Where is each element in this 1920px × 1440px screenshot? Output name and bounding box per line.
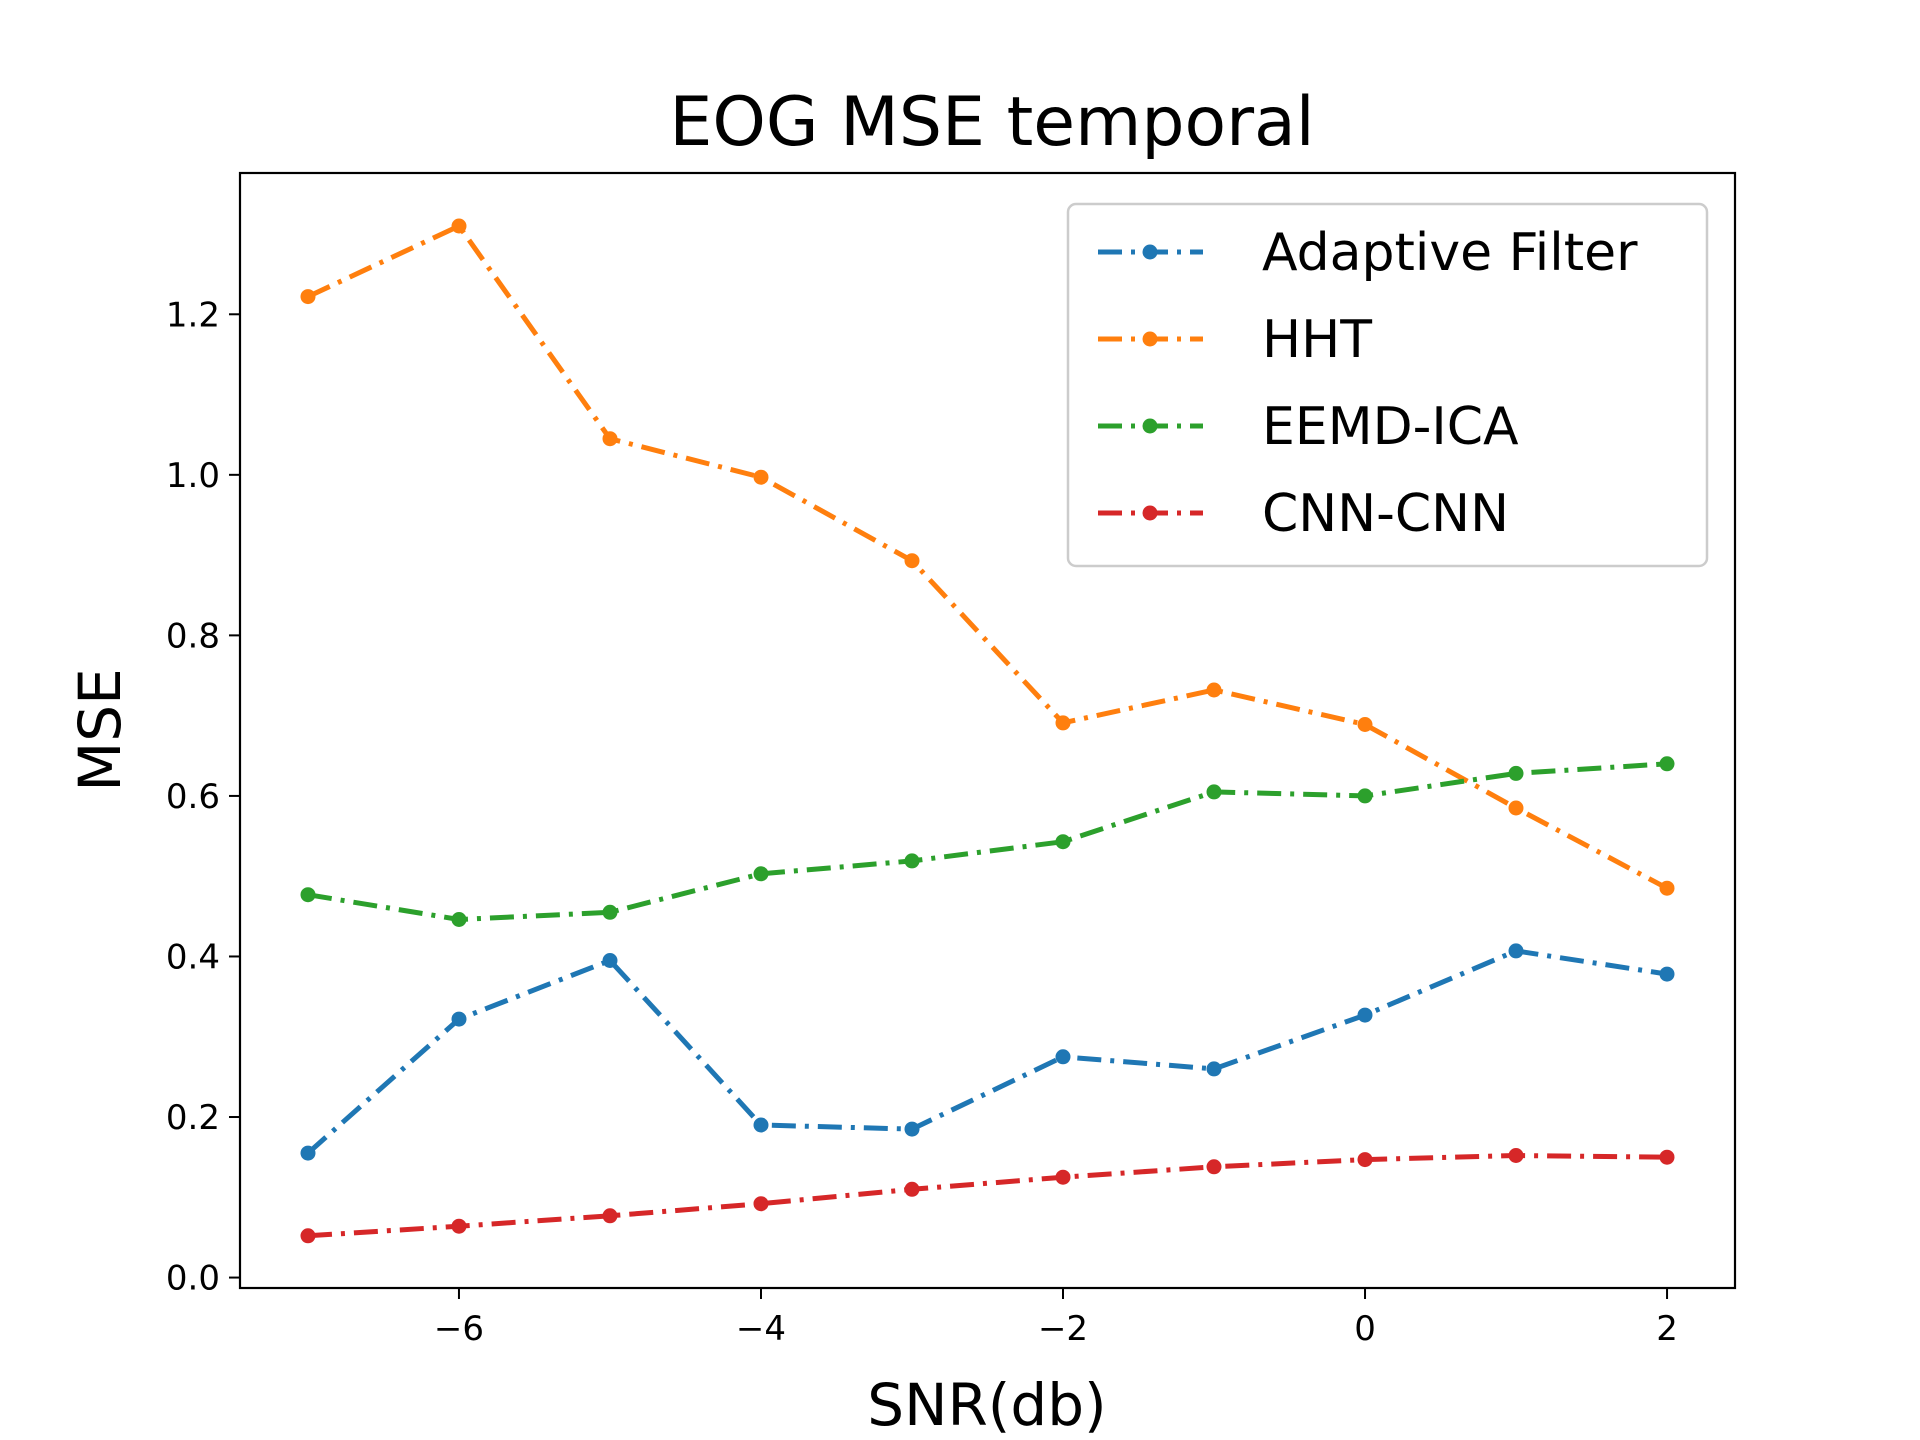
data-point [602,904,618,920]
series-line [306,948,1668,1155]
series-3 [300,756,1675,927]
legend: Adaptive Filter HHT EEMD-ICA CNN-CNN [1066,202,1709,568]
legend-marker [1142,505,1158,521]
data-point [753,1196,769,1212]
y-tick-label: 0.0 [166,1259,220,1299]
plot-frame [238,171,1737,1290]
legend-box [1066,202,1709,568]
y-tick-label: 0.8 [166,616,220,656]
legend-label: CNN-CNN [1262,484,1509,544]
y-tick-label: 1.0 [166,456,220,496]
legend-label: EEMD-ICA [1262,397,1519,457]
data-point [1357,1007,1373,1023]
series-2 [300,218,1675,896]
data-point [1055,834,1071,850]
data-point [1055,1169,1071,1185]
y-axis-label: MSE [66,668,134,792]
data-point [451,912,467,927]
x-tick-label: 2 [1656,1309,1678,1349]
data-point [602,953,618,968]
data-point [1659,1149,1675,1165]
series-line [306,223,1669,891]
legend-entry: Adaptive Filter [1098,223,1638,283]
data-point [753,866,769,882]
series-1 [300,943,1675,1161]
x-axis-label: SNR(db) [867,1371,1106,1439]
data-point [1055,715,1071,731]
data-point [1659,756,1675,772]
data-point [904,1121,920,1137]
data-point [1357,1152,1373,1168]
legend-label: HHT [1262,310,1372,370]
data-point [1659,966,1675,982]
data-point [1206,784,1222,800]
y-tick-label: 0.6 [166,777,220,817]
data-point [1206,1159,1222,1175]
data-point [904,553,920,569]
data-point [451,218,467,234]
chart-title: EOG MSE temporal [669,83,1314,162]
data-point [1055,1049,1071,1065]
data-point [1206,1061,1222,1077]
data-point [1357,788,1373,804]
legend-entry: EEMD-ICA [1098,397,1519,457]
x-tick-label: −4 [736,1309,786,1349]
x-tick-label: −2 [1038,1309,1088,1349]
y-tick-label: 0.4 [166,937,220,977]
legend-entry: CNN-CNN [1098,484,1509,544]
data-point [300,887,316,903]
data-point [300,1145,316,1161]
data-point [904,853,920,869]
legend-marker [1142,418,1158,434]
x-tick-label: −6 [434,1309,484,1349]
data-point [1508,1148,1524,1163]
y-axis-ticks: 0.0 0.2 0.4 0.6 0.8 1.0 1.2 [166,295,240,1299]
data-point [451,1011,467,1027]
data-point [451,1218,467,1234]
series-line [307,761,1668,922]
y-tick-label: 1.2 [166,295,220,335]
legend-entry: HHT [1098,310,1372,370]
data-point [753,469,769,485]
x-tick-label: 0 [1354,1309,1376,1349]
data-point [602,431,618,447]
data-point [1508,943,1524,959]
legend-marker [1142,331,1158,347]
data-point [904,1181,920,1197]
y-tick-label: 0.2 [166,1098,220,1138]
plot-area [300,218,1675,1244]
data-point [1508,800,1524,816]
series-4 [300,1148,1675,1244]
legend-label: Adaptive Filter [1262,223,1638,283]
data-point [300,289,316,305]
data-point [300,1228,316,1244]
data-point [753,1117,769,1133]
data-point [1357,717,1373,732]
data-point [602,1208,618,1224]
data-point [1659,880,1675,896]
data-point [1508,765,1524,781]
legend-marker [1142,244,1158,260]
x-axis-ticks: −6 −4 −2 0 2 [434,1288,1678,1349]
data-point [1206,682,1222,698]
